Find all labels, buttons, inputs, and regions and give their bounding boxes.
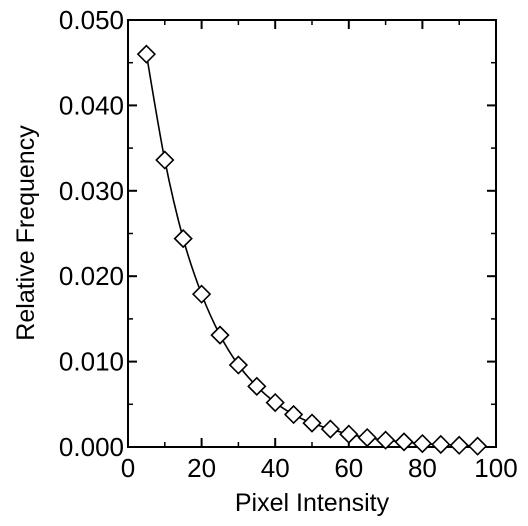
x-tick-label: 100 [474,453,517,483]
data-point [210,325,230,345]
data-point [228,355,249,375]
data-point [320,419,341,439]
data-point [247,376,267,396]
data-point [449,435,469,455]
x-tick-label: 20 [187,453,216,483]
data-point [191,284,212,304]
x-tick-label: 80 [408,453,437,483]
tick-labels: 0 20 40 60 80 100 0.000 0.010 0.020 0.030 0.040 0.0… [59,5,518,483]
data-point [339,424,359,444]
y-tick-label: 0.040 [59,90,124,120]
data-point [265,392,285,413]
y-axis-title: Relative Frequency [12,125,40,341]
y-tick-label: 0.020 [59,261,124,291]
x-tick-label: 0 [121,453,135,483]
y-tick-label: 0.030 [59,176,124,206]
data-point [357,427,377,448]
data-point [173,228,193,249]
data-point [431,434,451,455]
data-point [467,436,488,456]
x-axis-title: Pixel Intensity [235,489,390,517]
y-tick-label: 0.010 [59,347,124,377]
data-point [394,432,414,452]
y-tick-label: 0.050 [59,5,124,35]
data-point [302,413,322,433]
y-tick-label: 0.000 [59,432,124,462]
data-point [155,150,175,170]
data-point [136,44,157,64]
x-tick-label: 60 [334,453,363,483]
data-point [375,430,396,450]
data-point [283,404,304,425]
data-points [136,44,488,456]
data-point [412,433,433,454]
fit-line [145,54,478,447]
x-tick-label: 40 [261,453,290,483]
